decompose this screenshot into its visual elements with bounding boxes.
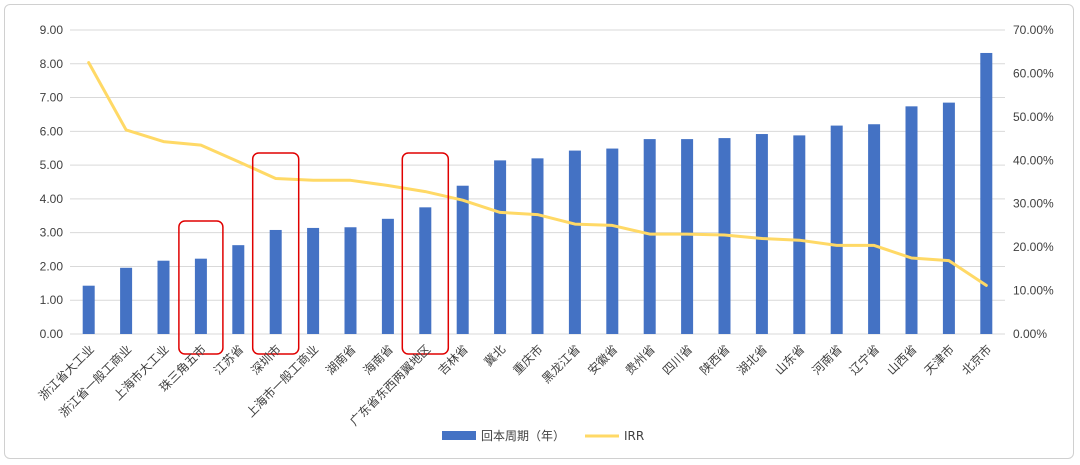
bar [419, 207, 432, 334]
y-left-tick-label: 7.00 [40, 91, 64, 105]
y-left-tick-label: 8.00 [40, 57, 64, 71]
category-label: 海南省 [360, 342, 396, 378]
bar [456, 185, 469, 334]
y-right-tick-label: 50.00% [1013, 110, 1054, 124]
category-label: 湖北省 [734, 342, 770, 378]
bar [980, 52, 993, 335]
category-label: 贵州省 [622, 342, 657, 377]
legend-label-line: IRR [624, 429, 644, 443]
category-label: 江苏省 [211, 342, 246, 377]
bar [157, 260, 170, 334]
bar [942, 102, 955, 334]
legend-swatch-bar [442, 431, 476, 440]
highlight-box [251, 152, 300, 355]
category-label: 重庆市 [510, 342, 546, 378]
highlight-box [401, 152, 450, 355]
bar [194, 258, 207, 334]
highlight-boxes [178, 152, 450, 355]
bar [531, 158, 544, 334]
category-label: 湖南省 [323, 342, 359, 378]
y-axis-right: 0.00% 10.00% 20.00% 30.00% 40.00% 50.00% 60.00… [1013, 23, 1054, 341]
bar [269, 229, 282, 334]
bar [643, 139, 656, 334]
bar [232, 245, 245, 334]
y-right-tick-label: 30.00% [1013, 197, 1054, 211]
bar [755, 134, 768, 334]
category-label: 北京市 [958, 342, 994, 378]
y-right-tick-label: 60.00% [1013, 66, 1054, 80]
category-label: 山东省 [772, 342, 807, 377]
bar [307, 227, 320, 334]
bar [494, 160, 507, 334]
bar [120, 267, 133, 334]
combo-chart: 0.00 1.00 2.00 3.00 4.00 5.00 6.00 7.00 8.00 9.00… [36, 23, 1054, 443]
y-right-tick-label: 40.00% [1013, 153, 1054, 167]
irr-line [87, 61, 988, 287]
category-label: 吉林省 [435, 342, 470, 377]
x-axis-categories: 浙江省大工业浙江省一般工商业上海市大工业珠三角五市 江苏省 深圳市上海市一般工商业湖… [36, 342, 994, 429]
y-left-tick-label: 9.00 [40, 23, 64, 37]
category-label: 冀北 [481, 342, 508, 369]
bar [568, 150, 581, 334]
y-left-tick-label: 5.00 [40, 158, 64, 172]
category-label: 四川省 [660, 342, 695, 377]
y-right-tick-label: 10.00% [1013, 284, 1054, 298]
highlight-box [178, 220, 224, 355]
y-left-tick-label: 4.00 [40, 192, 64, 206]
legend: 回本周期（年） IRR [442, 429, 644, 443]
bar [868, 124, 881, 335]
category-label: 黑龙江省 [539, 342, 583, 386]
y-right-tick-label: 70.00% [1013, 23, 1054, 37]
category-label: 陕西省 [697, 342, 733, 378]
y-left-tick-label: 0.00 [40, 327, 64, 341]
category-label: 河南省 [809, 342, 845, 378]
y-axis-left: 0.00 1.00 2.00 3.00 4.00 5.00 6.00 7.00 8.00 9.00 [40, 23, 64, 341]
y-left-tick-label: 6.00 [40, 124, 64, 138]
y-right-tick-label: 20.00% [1013, 240, 1054, 254]
bar [905, 106, 918, 335]
bar [681, 139, 694, 334]
bar [344, 227, 357, 334]
y-left-tick-label: 2.00 [40, 259, 64, 273]
y-left-tick-label: 3.00 [40, 226, 64, 240]
category-label: 辽宁省 [846, 342, 882, 378]
bar [830, 125, 843, 334]
line-series [87, 61, 988, 287]
bar [82, 285, 95, 334]
legend-label-bar: 回本周期（年） [481, 429, 565, 443]
bar [793, 135, 806, 334]
bar-series [82, 52, 993, 335]
y-right-tick-label: 0.00% [1013, 327, 1047, 341]
category-label: 天津市 [921, 342, 957, 378]
bar [381, 218, 394, 334]
category-label: 安徽省 [584, 342, 620, 378]
chart-container: 0.00 1.00 2.00 3.00 4.00 5.00 6.00 7.00 8.00 9.00… [4, 4, 1074, 459]
bar [606, 148, 619, 334]
category-label: 山西省 [884, 342, 919, 377]
y-left-tick-label: 1.00 [40, 293, 64, 307]
